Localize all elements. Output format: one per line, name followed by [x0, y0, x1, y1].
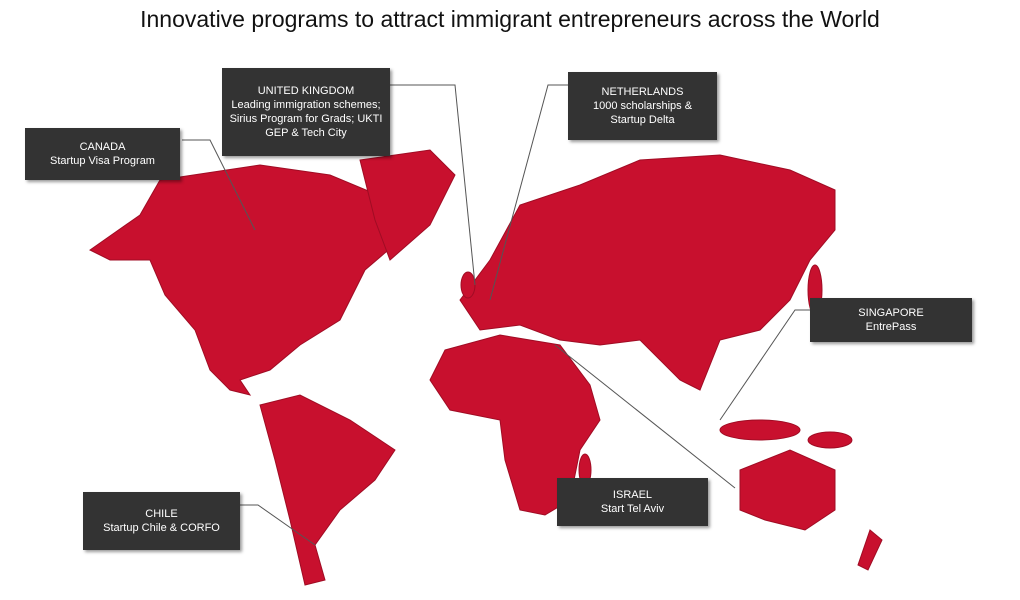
program-text: EntrePass	[865, 321, 917, 333]
leader-line	[240, 504, 316, 546]
north-america	[89, 164, 401, 396]
eurasia	[459, 154, 836, 391]
leader-line	[554, 344, 736, 489]
new-zealand	[857, 529, 883, 571]
callout-box: CHILE Startup Chile & CORFO	[83, 492, 240, 550]
program-text: Startup Visa Program	[50, 155, 155, 167]
program-text: Start Tel Aviv	[600, 503, 665, 515]
leader-line	[182, 139, 256, 231]
country-name: ISRAEL	[612, 489, 653, 501]
program-text: Startup Delta	[610, 114, 675, 126]
program-text: Leading immigration schemes;	[231, 99, 381, 111]
leader-line	[719, 309, 810, 421]
callout-box: ISRAEL Start Tel Aviv	[557, 478, 708, 526]
uk	[460, 271, 476, 299]
title: Innovative programs to attract immigrant…	[140, 6, 880, 32]
callout-box: NETHERLANDS 1000 scholarships & Startup De…	[568, 72, 717, 140]
leader-line	[489, 84, 568, 301]
country-name: CHILE	[145, 508, 178, 520]
indonesia	[719, 419, 801, 441]
country-name: UNITED KINGDOM	[257, 85, 355, 97]
country-name: NETHERLANDS	[601, 86, 684, 98]
country-name: CANADA	[79, 141, 126, 153]
greenland	[359, 149, 456, 261]
new-guinea	[807, 431, 853, 449]
program-text: 1000 scholarships &	[592, 100, 693, 112]
program-text: Startup Chile & CORFO	[103, 522, 220, 534]
country-name: SINGAPORE	[858, 307, 924, 319]
callout-box: UNITED KINGDOM Leading immigration scheme…	[222, 68, 390, 156]
program-text: Sirius Program for Grads; UKTI	[229, 113, 383, 125]
program-text: GEP & Tech City	[265, 127, 347, 139]
callout-box: CANADA Startup Visa Program	[25, 128, 180, 180]
australia	[739, 449, 836, 531]
callout-box: SINGAPORE EntrePass	[810, 298, 972, 342]
leader-line	[390, 84, 476, 286]
south-america	[259, 394, 396, 586]
